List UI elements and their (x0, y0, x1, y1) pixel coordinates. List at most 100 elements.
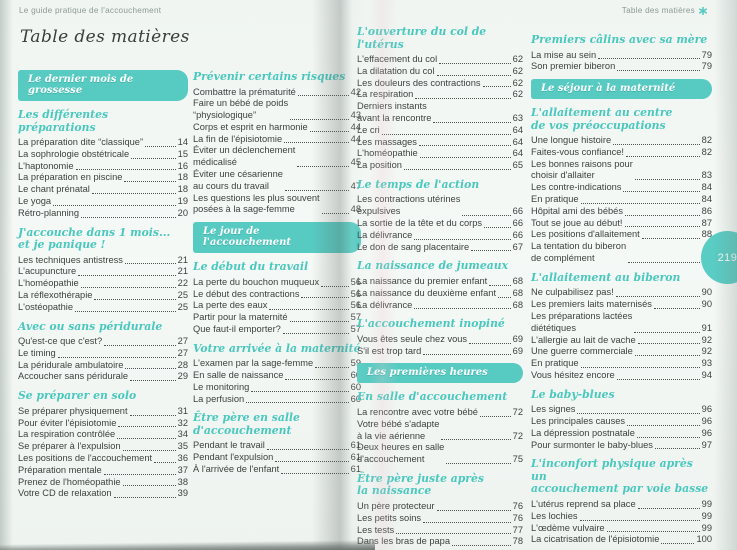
toc-entry: Une longue histoire 82 (531, 135, 712, 147)
toc-entry-page: 90 (701, 299, 712, 310)
dot-leader (285, 378, 349, 380)
toc-entry-page: 31 (177, 405, 188, 416)
toc-entry: Les douleurs des contractions 62 (357, 78, 523, 90)
toc-entry-label: La cicatrisation de l'épisiotomie (531, 534, 660, 545)
toc-entry-page: 84 (701, 194, 712, 205)
toc-entry-label: La dilatation du col (357, 65, 435, 76)
toc-entry: La mise au sein 79 (531, 50, 712, 62)
dot-leader (297, 95, 349, 97)
toc-entry-page: 62 (512, 54, 523, 64)
toc-entry-page: 66 (512, 206, 523, 217)
subsection-title: Se préparer en solo (18, 389, 137, 403)
toc-entry-label: Qu'est-ce que c'est? (18, 336, 103, 347)
toc-entry: La cicatrisation de l'épisiotomie 100 (531, 534, 712, 546)
dot-leader (439, 62, 511, 64)
scan-bottom-edge (0, 539, 375, 550)
subsection-title: L'allaitement au centre de vos préoccupa… (531, 106, 673, 132)
dot-leader (246, 402, 349, 404)
toc-entry: L'homéopathie 64 (357, 148, 523, 160)
toc-entry-label: Dans les bras de papa (357, 536, 451, 547)
toc-entry-page: 16 (177, 160, 188, 171)
toc-entry: L'œdème vulvaire 99 (531, 523, 712, 535)
toc-entry: Pour surmonter le baby-blues 97 (531, 440, 712, 452)
toc-entry: Éviter une césarienne au cours du travai… (193, 169, 361, 193)
toc-entry-label: Le cri (357, 124, 380, 135)
dot-leader (641, 238, 700, 240)
toc-entry-label: Accoucher sans péridurale (18, 371, 129, 382)
dot-leader (290, 118, 349, 120)
dot-leader (471, 250, 511, 252)
subsection-title: En salle d'accouchement (357, 390, 508, 404)
toc-entry-page: 61 (350, 464, 361, 475)
toc-entry-page: 96 (701, 416, 712, 427)
toc-entry-label: L'haptonomie (18, 160, 74, 171)
toc-entry: Le début des contractions 56 (193, 289, 361, 301)
toc-entry: Faites-vous confiance! 82 (531, 147, 712, 159)
toc-entry: Pendant le travail 61 (193, 440, 361, 452)
dot-leader (579, 519, 700, 521)
dot-leader (634, 179, 700, 181)
toc-entry: Les positions d'allaitement 88 (531, 229, 712, 241)
toc-entry: L'homéopathie 22 (18, 278, 188, 290)
dot-leader (441, 439, 511, 441)
dot-leader (113, 497, 176, 499)
toc-entry-page: 56 (350, 276, 361, 287)
toc-entry-page: 78 (512, 536, 523, 547)
toc-entry: Le don de sang placentaire 67 (357, 242, 523, 254)
toc-entry-label: L'acupuncture (18, 266, 77, 277)
toc-entry: La naissance du deuxième enfant 68 (357, 288, 523, 300)
toc-entry-label: La sophrologie obstétricale (18, 148, 130, 159)
dot-leader (606, 531, 700, 533)
dot-leader (289, 320, 349, 322)
toc-entry: La délivrance 66 (357, 230, 523, 242)
toc-entry: En pratique 84 (531, 194, 712, 206)
dot-leader (414, 308, 511, 310)
dot-leader (469, 342, 511, 344)
dot-leader (414, 238, 511, 240)
toc-entry-label: Derniers instants avant la rencontre (357, 101, 432, 123)
toc-entry-label: La péridurale ambulatoire (18, 359, 124, 370)
toc-entry-label: La perfusion (193, 393, 245, 404)
toc-entry-label: Les techniques antistress (18, 254, 123, 265)
toc-entry: L'haptonomie 16 (18, 161, 188, 173)
dot-leader (403, 168, 511, 170)
toc-entry-label: Le chant prénatal (18, 184, 90, 195)
toc-entry-label: Vous hésitez encore (531, 369, 615, 380)
toc-entry-label: Les lochies (531, 510, 578, 521)
dot-leader (269, 309, 349, 311)
toc-entry-page: 82 (701, 135, 712, 146)
toc-entry: Son premier biberon 79 (531, 61, 712, 73)
toc-entry: Faire un bébé de poids “physiologique” 43 (193, 98, 361, 122)
toc-entry-label: La rencontre avec votre bébé (357, 406, 478, 417)
toc-entry-page: 47 (350, 180, 361, 191)
toc-entry: Éviter un déclenchement médicalisé 45 (193, 145, 361, 169)
toc-entry: La tentation du biberon de complément89 (531, 241, 712, 265)
toc-entry-label: Les bonnes raisons pour choisir d'allait… (531, 158, 633, 181)
dot-leader (315, 367, 349, 369)
toc-entry-label: Rétro-planning (18, 207, 79, 218)
toc-entry-page: 92 (701, 334, 712, 345)
toc-entry: L'utérus reprend sa place 99 (531, 499, 712, 511)
toc-column-4: Premiers câlins avec sa mère La mise au s… (531, 33, 712, 546)
toc-entry-label: Pendant l'expulsion (193, 452, 274, 463)
toc-entry: La dilatation du col 62 (357, 66, 523, 78)
toc-entry-page: 68 (512, 275, 523, 286)
toc-entry: La perte du bouchon muqueux 56 (193, 277, 361, 289)
toc-entry-label: La tentation du biberon de complément (531, 241, 627, 264)
dot-leader (122, 449, 176, 451)
toc-entry-label: Deux heures en salle d'accouchement (357, 442, 445, 465)
toc-entry-label: La délivrance (357, 229, 413, 240)
subsection-title: Prévenir certains risques (193, 70, 346, 83)
toc-entry: La péridurale ambulatoire 28 (18, 360, 188, 372)
toc-entry-label: L'homéopathie (18, 278, 79, 289)
dot-leader (627, 424, 700, 426)
toc-entry-page: 91 (701, 322, 712, 333)
toc-entry-page: 61 (350, 452, 361, 463)
toc-entry-label: En salle de naissance (193, 370, 284, 381)
toc-entry-label: Ne culpabilisez pas! (531, 287, 614, 298)
toc-entry-label: La délivrance (357, 299, 413, 310)
toc-entry-label: En pratique (531, 358, 579, 369)
toc-entry-label: La préparation en piscine (18, 172, 123, 183)
toc-entry: Le yoga 19 (18, 196, 188, 208)
toc-entry: Le timing 27 (18, 348, 188, 360)
